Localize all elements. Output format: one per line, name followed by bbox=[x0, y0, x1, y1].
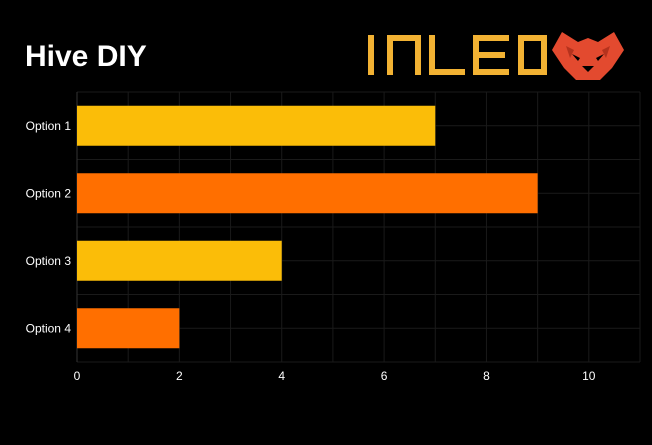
bar-option-1 bbox=[77, 105, 436, 146]
x-tick-label: 2 bbox=[176, 369, 183, 383]
bar-option-3 bbox=[77, 240, 282, 281]
y-tick-label: Option 2 bbox=[26, 186, 72, 200]
x-tick-label: 6 bbox=[381, 369, 388, 383]
inleo-logo bbox=[368, 32, 624, 80]
x-tick-label: 10 bbox=[582, 369, 596, 383]
x-tick-label: 8 bbox=[483, 369, 490, 383]
x-tick-label: 0 bbox=[74, 369, 81, 383]
x-tick-label: 4 bbox=[278, 369, 285, 383]
chart-title: Hive DIY bbox=[25, 40, 147, 73]
inleo-wordmark bbox=[368, 35, 547, 75]
bar-option-4 bbox=[77, 308, 180, 349]
bar-option-2 bbox=[77, 173, 538, 214]
lion-head-icon bbox=[552, 32, 624, 80]
y-tick-label: Option 4 bbox=[26, 321, 72, 335]
y-tick-label: Option 3 bbox=[26, 254, 72, 268]
y-tick-label: Option 1 bbox=[26, 119, 72, 133]
